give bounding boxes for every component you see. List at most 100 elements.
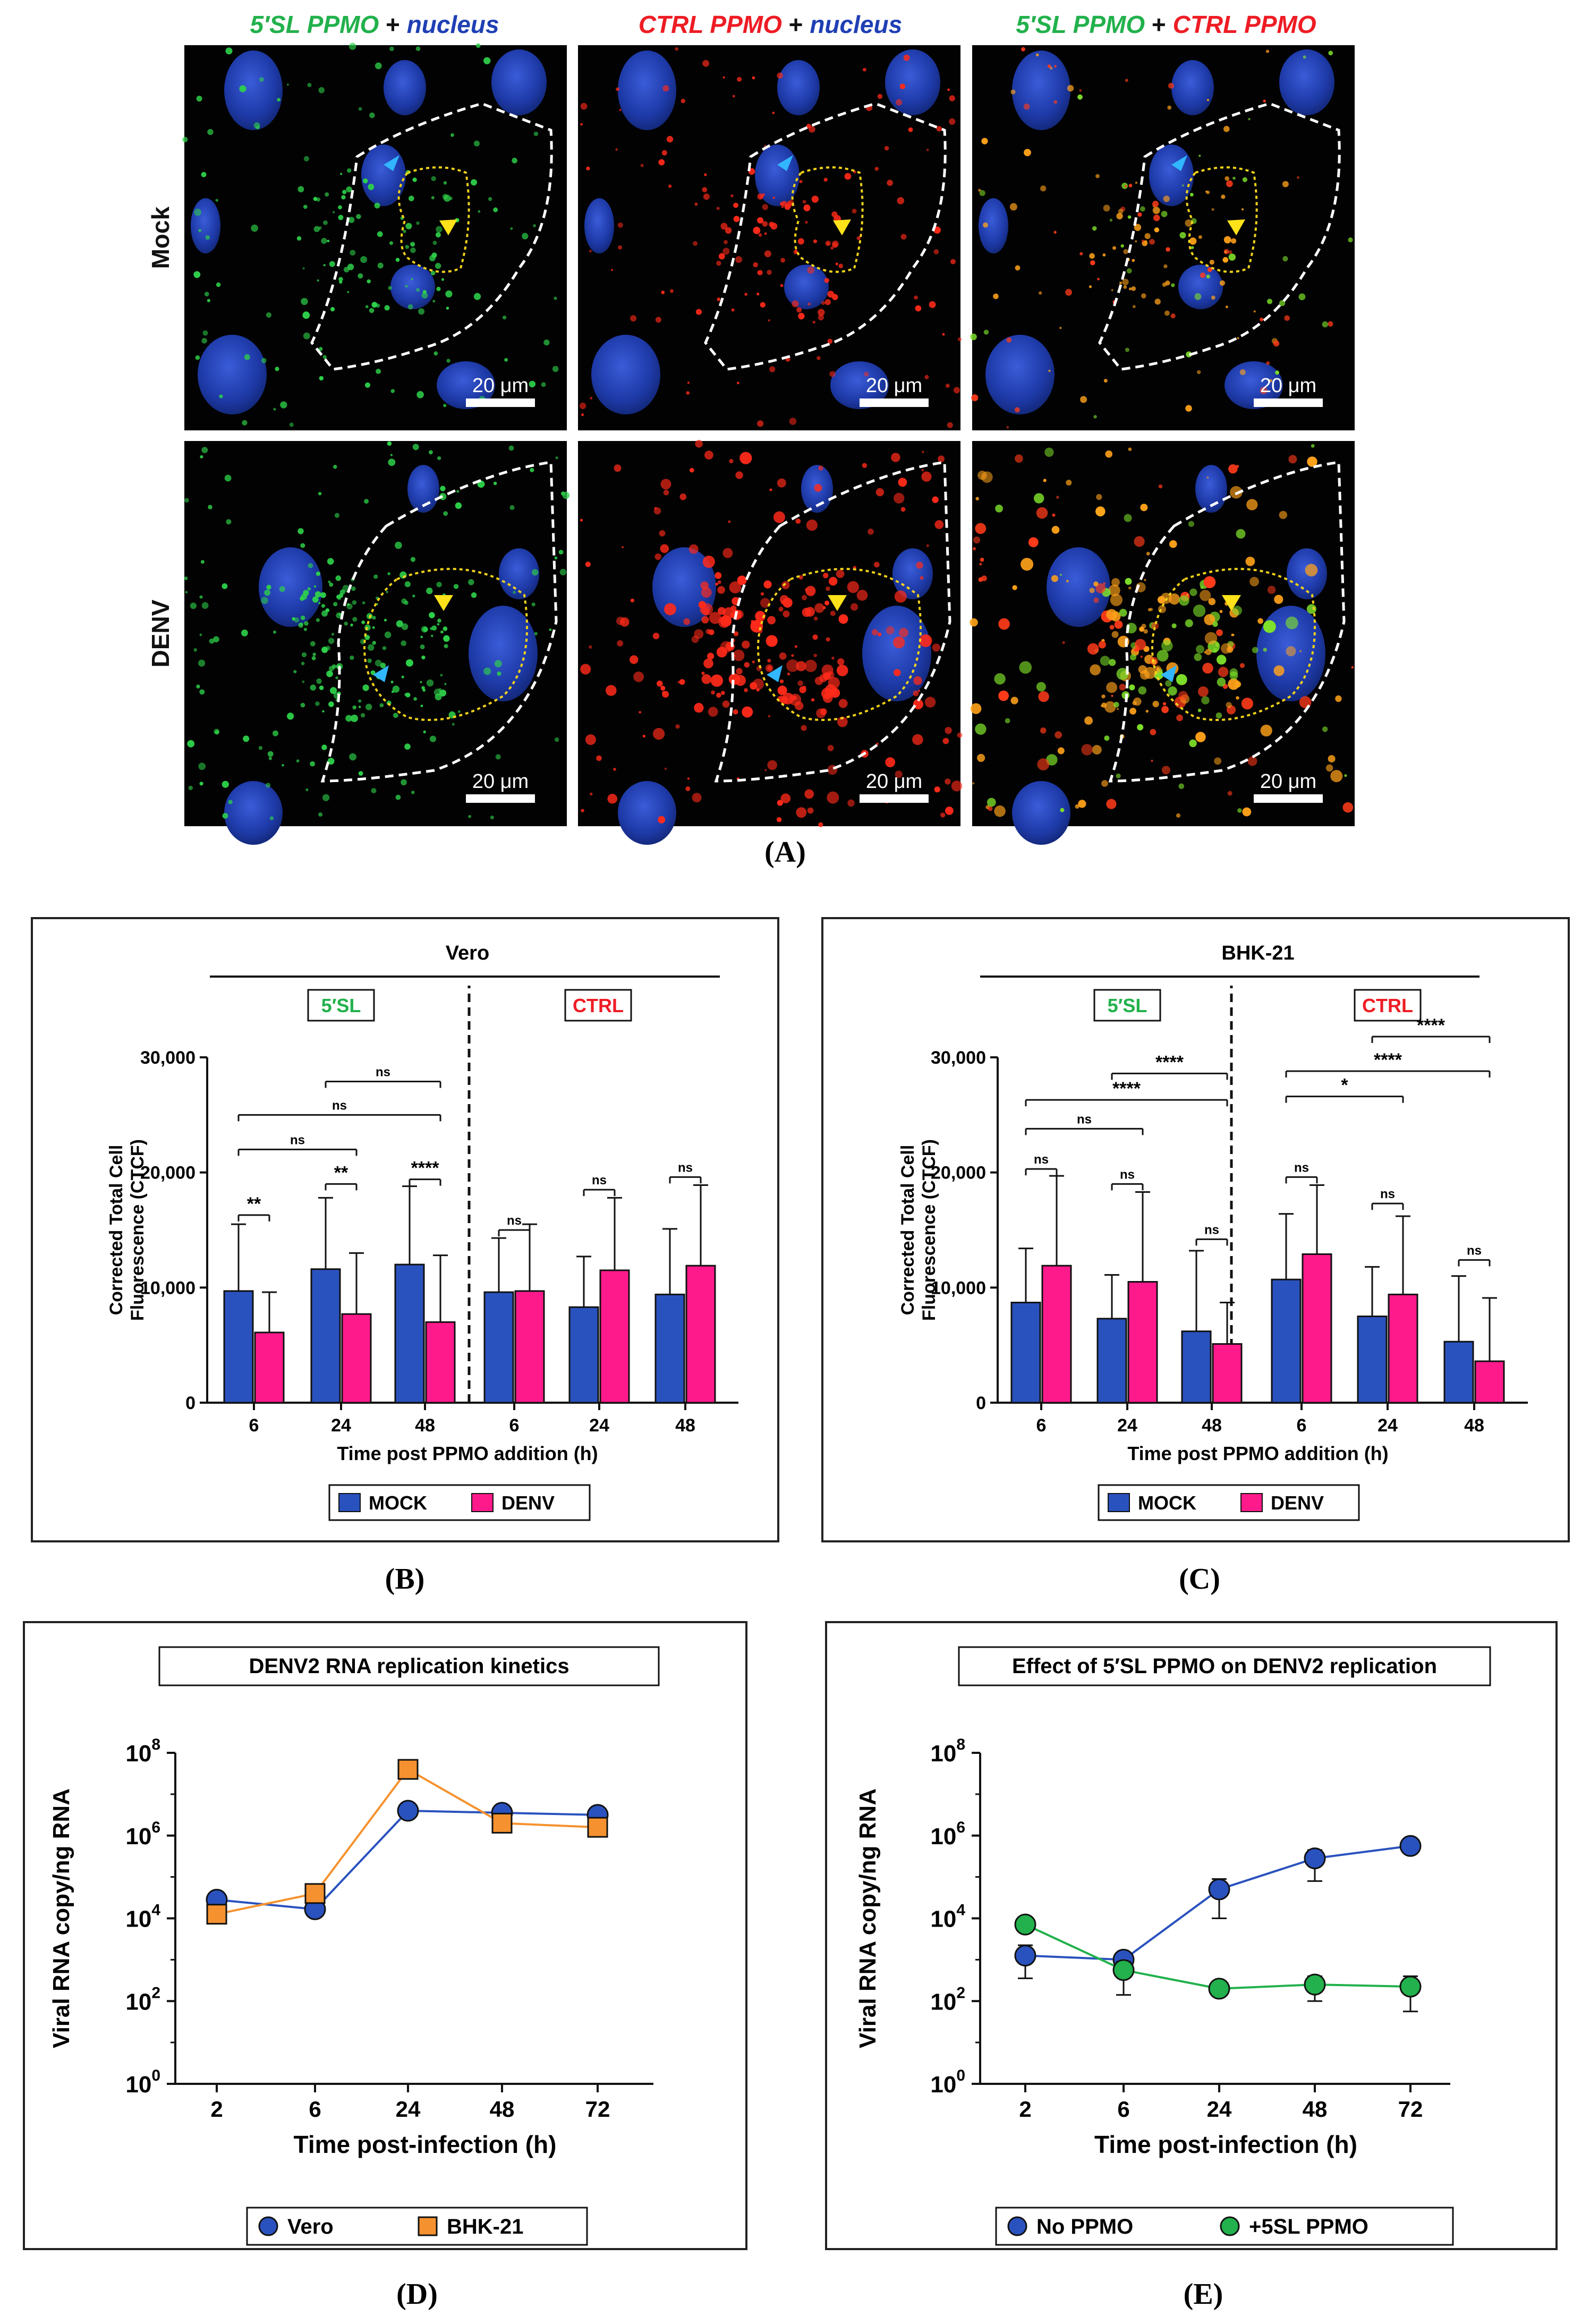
cyan-arrowhead-icon: [373, 665, 389, 682]
fluorescent-punctum: [331, 633, 335, 636]
panel-b-frame: [31, 917, 779, 1542]
fluorescent-punctum: [1090, 260, 1095, 266]
fluorescent-punctum: [970, 333, 977, 341]
fluorescent-punctum: [1219, 610, 1223, 613]
scale-bar: [1254, 794, 1323, 803]
fluorescent-punctum: [683, 618, 690, 625]
fluorescent-punctum: [333, 602, 338, 607]
fluorescent-punctum: [401, 598, 407, 604]
fluorescent-punctum: [200, 455, 203, 459]
fluorescent-punctum: [871, 629, 878, 635]
data-point--5sl-ppmo: [1014, 1913, 1036, 1936]
fluorescent-punctum: [780, 284, 784, 287]
fluorescent-punctum: [350, 623, 353, 626]
fluorescent-punctum: [1052, 513, 1056, 517]
fluorescent-punctum: [1286, 646, 1296, 657]
fluorescent-punctum: [767, 269, 772, 275]
fluorescent-punctum: [322, 794, 330, 801]
nucleus-blob: [469, 606, 538, 701]
fluorescent-punctum: [242, 420, 248, 426]
fluorescent-punctum: [1103, 582, 1106, 585]
fluorescent-punctum: [679, 493, 687, 501]
fluorescent-punctum: [1176, 813, 1181, 818]
fluorescent-punctum: [493, 481, 497, 485]
fluorescent-punctum: [405, 245, 410, 249]
fluorescent-punctum: [225, 47, 233, 55]
fluorescent-punctum: [1106, 682, 1117, 693]
fluorescent-punctum: [1161, 640, 1173, 652]
fluorescent-punctum: [435, 693, 442, 701]
fluorescent-punctum: [1128, 183, 1133, 188]
significance-label: ****: [1112, 1079, 1141, 1099]
fluorescent-punctum: [827, 338, 833, 344]
data-point-bhk-21: [587, 1817, 608, 1838]
nucleus-blob: [979, 198, 1008, 253]
fluorescent-punctum: [693, 241, 698, 246]
cell-outline: [704, 102, 947, 371]
fluorescent-punctum: [1178, 783, 1185, 790]
scale-bar-label: 20 μm: [866, 375, 922, 397]
fluorescent-punctum: [722, 248, 730, 255]
panel-d: DENV2 RNA replication kinetics1001021041…: [23, 1621, 747, 2311]
fluorescent-punctum: [483, 667, 491, 675]
fluorescent-punctum: [970, 618, 978, 627]
fluorescent-punctum: [1140, 206, 1145, 212]
y-tick-label: 20,000: [140, 1163, 195, 1183]
fluorescent-punctum: [1166, 247, 1170, 252]
fluorescent-punctum: [744, 688, 748, 692]
fluorescent-punctum: [420, 705, 423, 707]
fluorescent-punctum: [1012, 585, 1017, 590]
y-tick-base: 10: [125, 1741, 151, 1767]
fluorescent-punctum: [796, 807, 807, 818]
bar-denv: [685, 1265, 716, 1404]
significance-label: ns: [1467, 1243, 1482, 1258]
fluorescent-punctum: [201, 338, 207, 344]
fluorescent-punctum: [792, 300, 799, 308]
fluorescent-punctum: [215, 199, 219, 202]
fluorescent-punctum: [193, 648, 197, 652]
significance-label: ns: [332, 1098, 347, 1113]
fluorescent-punctum: [1194, 293, 1202, 300]
group-label-box: [1093, 989, 1161, 1022]
fluorescent-punctum: [369, 112, 375, 118]
fluorescent-punctum: [618, 245, 623, 250]
fluorescent-punctum: [1120, 244, 1124, 248]
fluorescent-punctum: [303, 156, 309, 162]
fluorescent-punctum: [1118, 208, 1124, 214]
fluorescent-punctum: [321, 744, 327, 750]
fluorescent-punctum: [199, 595, 203, 599]
fluorescent-punctum: [452, 723, 455, 726]
fluorescent-punctum: [1328, 321, 1333, 327]
significance-label: ns: [290, 1133, 305, 1147]
fluorescent-punctum: [1128, 447, 1132, 451]
fluorescent-punctum: [818, 822, 823, 827]
fluorescent-punctum: [304, 621, 309, 626]
fluorescent-punctum: [756, 292, 760, 295]
fluorescent-punctum: [581, 413, 584, 417]
fluorescent-punctum: [1108, 584, 1120, 597]
fluorescent-punctum: [694, 202, 698, 206]
data-point--5sl-ppmo: [1399, 1975, 1422, 1998]
fluorescent-punctum: [975, 497, 979, 501]
fluorescent-punctum: [504, 358, 508, 362]
fluorescent-punctum: [710, 674, 723, 687]
fluorescent-punctum: [365, 305, 369, 309]
fluorescent-punctum: [715, 572, 722, 579]
fluorescent-punctum: [1176, 714, 1183, 722]
fluorescent-punctum: [769, 366, 776, 372]
fluorescent-punctum: [729, 459, 734, 464]
fluorescent-punctum: [929, 301, 936, 308]
nucleus-blob: [885, 49, 940, 115]
fluorescent-punctum: [777, 478, 786, 488]
fluorescent-punctum: [328, 701, 334, 707]
fluorescent-punctum: [201, 447, 208, 453]
fluorescent-punctum: [1306, 604, 1316, 614]
fluorescent-punctum: [1330, 770, 1343, 783]
fluorescent-punctum: [1164, 310, 1170, 316]
fluorescent-punctum: [947, 422, 953, 428]
fluorescent-punctum: [581, 809, 584, 812]
scale-bar: [466, 398, 535, 407]
fluorescent-punctum: [431, 196, 435, 200]
fluorescent-punctum: [1273, 665, 1285, 676]
fluorescent-punctum: [432, 300, 436, 303]
